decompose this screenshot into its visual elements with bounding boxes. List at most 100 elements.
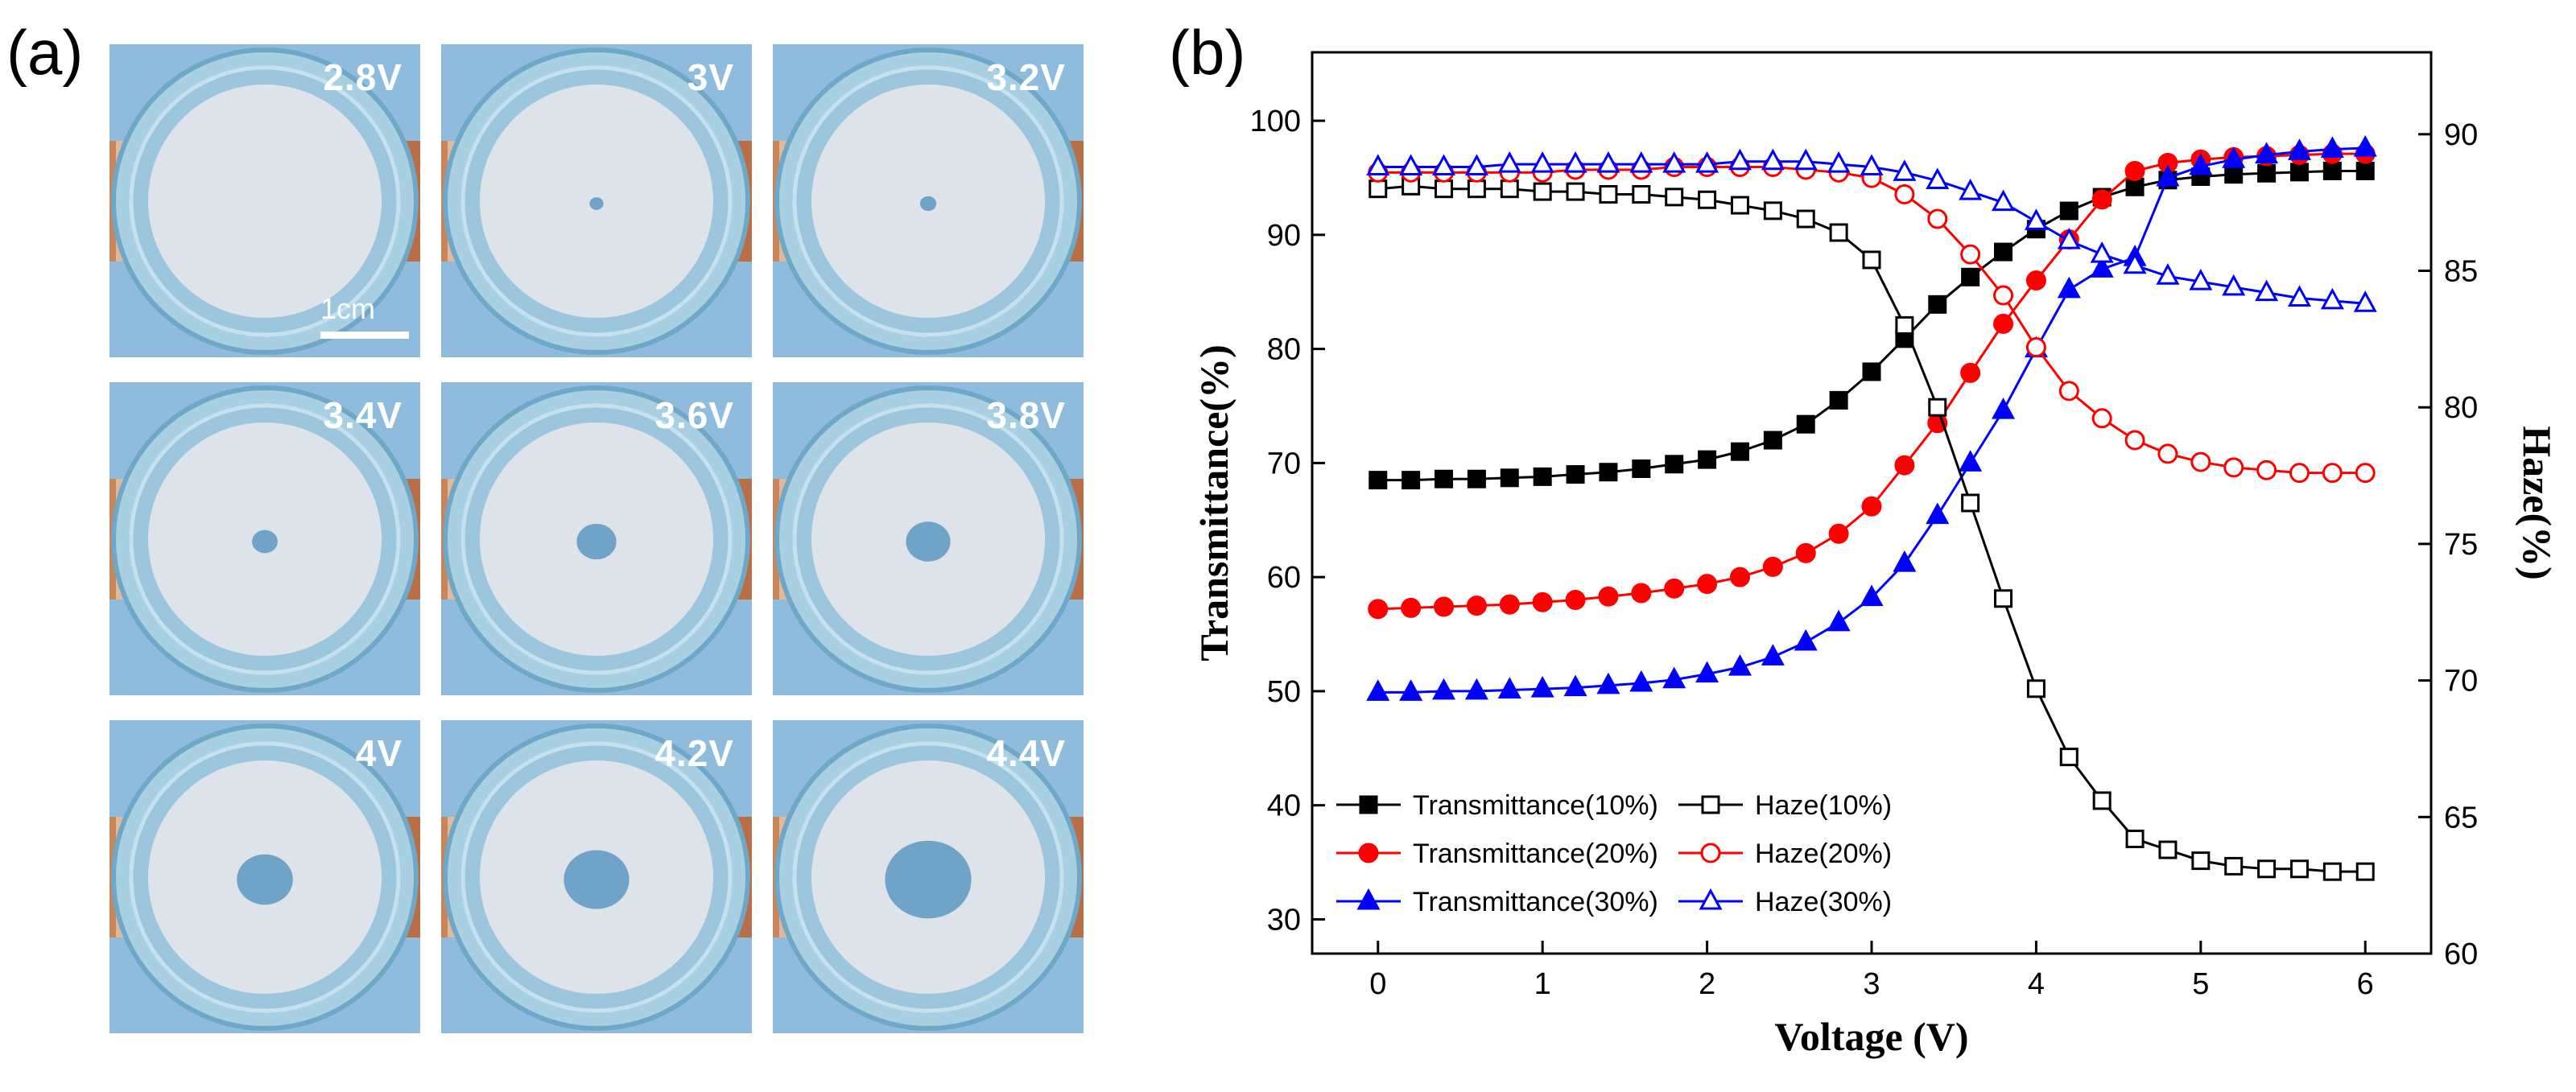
panel-label-a: (a)	[6, 17, 84, 88]
y-right-tick-label: 70	[2444, 665, 2478, 698]
data-point	[2320, 136, 2344, 159]
series-line	[1377, 166, 2366, 475]
data-point	[1894, 183, 1915, 204]
data-point	[1861, 496, 1882, 517]
data-point	[1927, 208, 1948, 229]
data-point	[2322, 161, 2342, 180]
data-point	[2256, 459, 2277, 480]
data-point	[2353, 134, 2377, 157]
data-point	[1629, 670, 1653, 692]
data-point	[2090, 241, 2114, 263]
scale-bar-label: 1cm	[320, 292, 376, 325]
photo-voltage-label: 3.8V	[986, 394, 1066, 436]
data-point	[1464, 154, 1488, 176]
x-tick-label: 2	[1699, 967, 1715, 1001]
data-point	[2124, 430, 2145, 451]
data-point	[1662, 666, 1686, 689]
y-right-tick-label: 80	[2444, 391, 2478, 425]
series-line	[1377, 169, 2366, 482]
data-point	[2191, 851, 2211, 871]
y-left-tick-label: 60	[1267, 561, 1301, 595]
data-point	[1828, 523, 1849, 544]
data-point	[1992, 398, 2016, 419]
data-point	[2289, 163, 2309, 182]
photo-voltage-label: 3.4V	[323, 394, 402, 436]
data-point	[2092, 791, 2112, 810]
legend-label: Haze(10%)	[1755, 790, 1892, 821]
data-point	[1596, 672, 1620, 694]
series-line	[1377, 184, 2366, 873]
data-point	[1730, 196, 1749, 215]
data-point	[1894, 455, 1915, 476]
data-point	[1432, 154, 1456, 176]
data-point	[1829, 390, 1848, 410]
data-point	[2255, 279, 2279, 302]
data-point	[2026, 679, 2046, 698]
data-point	[1565, 590, 1586, 611]
data-point	[1695, 151, 1719, 173]
data-point	[1993, 285, 2014, 306]
data-point	[2156, 263, 2180, 285]
photo-drawing	[441, 720, 752, 1033]
y-right-tick-label: 90	[2444, 118, 2478, 152]
data-point	[2189, 153, 2213, 175]
data-point	[1632, 459, 1651, 478]
data-point	[1533, 182, 1552, 201]
data-point	[2125, 177, 2145, 196]
x-tick-label: 0	[1369, 967, 1386, 1001]
transmittance-haze-chart: 0 1 2 3 4 5 6 30 40 50 60 70 80 90 100 60 65 70 75 80 85 90 Vo…	[1191, 51, 2560, 1059]
data-point	[1665, 187, 1684, 207]
data-point	[1829, 223, 1848, 242]
data-point	[1895, 315, 1914, 335]
data-point	[2257, 859, 2277, 879]
data-point	[2222, 146, 2246, 168]
data-point	[1862, 250, 1881, 270]
photo-drawing	[109, 720, 420, 1033]
data-point	[2123, 252, 2147, 274]
legend-marker	[1359, 795, 1378, 814]
data-point	[2322, 463, 2343, 484]
transparent-spot	[237, 854, 293, 905]
photo-voltage-label: 4.2V	[654, 732, 734, 774]
data-point	[2353, 291, 2377, 312]
data-point	[1926, 502, 1950, 525]
series-line	[1377, 152, 2366, 611]
data-point	[1530, 675, 1554, 698]
data-point	[1961, 267, 1980, 286]
data-point	[1994, 242, 2013, 262]
x-tick-label: 3	[1863, 967, 1880, 1001]
data-point	[1928, 295, 1947, 314]
data-point	[2287, 138, 2311, 160]
frosted-film	[148, 84, 382, 318]
data-point	[1794, 148, 1818, 171]
data-point	[1596, 151, 1620, 173]
data-point	[1698, 190, 1717, 209]
photo-cell: 3V	[441, 44, 752, 357]
data-point	[1794, 628, 1818, 651]
panel-label-b: (b)	[1169, 17, 1246, 88]
photo-drawing	[773, 44, 1084, 357]
data-point	[1566, 182, 1585, 201]
data-point	[1926, 167, 1950, 190]
photo-cell: 2.8V 1cm	[109, 44, 420, 357]
y-left-tick-label: 30	[1267, 903, 1301, 937]
legend-label: Haze(30%)	[1755, 887, 1892, 917]
data-point	[1500, 468, 1519, 488]
data-point	[1464, 678, 1488, 700]
data-point	[1631, 583, 1652, 604]
scale-bar	[320, 332, 409, 339]
data-point	[1435, 179, 1454, 199]
legend-label: Haze(20%)	[1755, 839, 1892, 869]
data-point	[1893, 159, 1917, 181]
data-point	[1402, 471, 1421, 490]
data-point	[1796, 414, 1815, 434]
transparent-spot	[906, 521, 951, 562]
data-point	[1435, 469, 1454, 488]
data-point	[1629, 151, 1653, 173]
data-point	[1499, 594, 1520, 615]
data-point	[2287, 285, 2311, 307]
y-left-tick-label: 80	[1267, 333, 1301, 367]
data-point	[1959, 178, 1983, 200]
data-point	[1598, 586, 1619, 607]
data-point	[2124, 160, 2145, 181]
